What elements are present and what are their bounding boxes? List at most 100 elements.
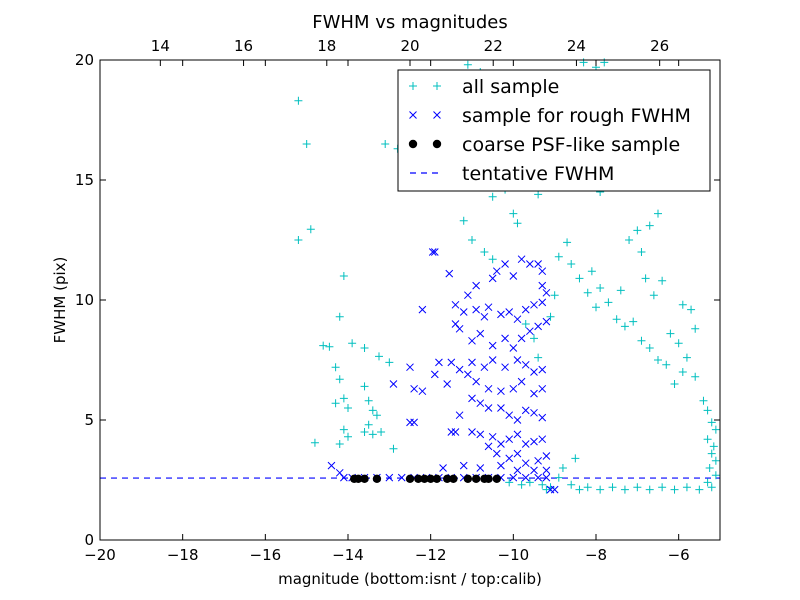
point-plus <box>534 353 543 362</box>
point-plus <box>583 288 592 297</box>
point-plus <box>658 483 667 492</box>
point-x <box>472 281 480 290</box>
point-x <box>526 260 534 268</box>
point-dot <box>405 474 415 483</box>
point-x <box>530 300 538 309</box>
point-x <box>410 418 418 427</box>
point-plus <box>616 286 625 295</box>
point-plus <box>521 320 530 328</box>
point-plus <box>480 248 489 256</box>
point-plus <box>596 284 605 292</box>
point-plus <box>691 372 700 381</box>
point-x <box>521 440 530 448</box>
point-x <box>517 377 526 386</box>
point-plus <box>612 315 621 324</box>
point-plus <box>682 353 691 362</box>
point-x <box>418 305 427 314</box>
x-tick-label: −12 <box>415 546 447 564</box>
point-plus <box>645 344 654 352</box>
point-plus <box>525 478 534 487</box>
point-plus <box>637 336 646 345</box>
point-x <box>513 449 522 458</box>
point-plus <box>360 344 369 352</box>
x-tick-label: −20 <box>84 546 116 564</box>
legend-marker-icon <box>433 111 441 119</box>
point-plus <box>294 236 303 244</box>
point-dot <box>432 474 442 483</box>
series-x <box>327 248 559 494</box>
point-dot <box>354 474 363 483</box>
point-dot <box>484 474 493 483</box>
point-x <box>534 260 542 268</box>
point-x <box>542 473 551 482</box>
point-dot <box>372 474 382 483</box>
point-x <box>530 466 538 475</box>
point-plus <box>513 219 522 228</box>
point-plus <box>534 190 543 199</box>
point-plus <box>649 291 658 300</box>
point-plus <box>711 471 720 480</box>
point-x <box>340 473 348 482</box>
point-plus <box>709 442 718 451</box>
point-plus <box>596 485 605 494</box>
point-x <box>497 461 505 470</box>
point-plus <box>633 483 642 492</box>
point-plus <box>620 322 629 331</box>
point-plus <box>608 483 617 492</box>
point-x <box>550 485 559 494</box>
top-x-tick-label: 14 <box>151 37 170 55</box>
point-x <box>476 399 485 408</box>
point-x <box>538 267 547 276</box>
point-plus <box>699 396 708 405</box>
point-x <box>530 368 538 376</box>
point-plus <box>691 324 700 333</box>
point-x <box>480 363 489 372</box>
point-x <box>439 464 447 472</box>
point-x <box>492 267 501 276</box>
point-plus <box>587 267 596 276</box>
point-x <box>538 384 547 393</box>
point-x <box>505 435 514 444</box>
x-tick-label: −10 <box>498 546 530 564</box>
point-x <box>327 461 336 470</box>
point-x <box>521 406 530 415</box>
point-x <box>497 387 505 396</box>
point-plus <box>654 356 662 364</box>
point-plus <box>563 238 572 247</box>
point-plus <box>641 274 650 283</box>
point-dot <box>426 474 435 483</box>
point-plus <box>705 464 714 472</box>
point-x <box>488 356 497 364</box>
point-x <box>509 344 518 352</box>
point-plus <box>459 216 468 225</box>
point-plus <box>682 483 691 492</box>
point-plus <box>571 454 580 463</box>
legend-label: all sample <box>462 76 559 98</box>
point-x <box>501 260 509 268</box>
top-x-tick-label: 24 <box>567 37 586 55</box>
point-plus <box>703 478 712 487</box>
point-plus <box>670 380 679 388</box>
point-x <box>484 303 493 312</box>
legend: all sample sample for rough FWHM coarse PS… <box>397 69 711 192</box>
point-x <box>521 473 530 482</box>
y-tick-label: 10 <box>75 291 94 309</box>
point-plus <box>488 255 497 264</box>
legend-entry: sample for rough FWHM <box>409 105 691 127</box>
point-plus <box>695 485 704 494</box>
point-plus <box>368 406 377 415</box>
point-x <box>468 394 476 403</box>
point-plus <box>554 252 563 261</box>
point-plus <box>339 394 348 403</box>
plot-area: −20 −18 −16 −14 −12 −10 −8 −6 14 16 18 20 22 24 26 0 5 10… <box>75 37 721 564</box>
point-plus <box>509 209 518 218</box>
legend-marker-icon <box>409 111 417 119</box>
point-plus <box>364 420 373 429</box>
point-x <box>484 404 493 412</box>
point-plus <box>658 276 667 285</box>
point-x <box>517 334 526 343</box>
x-tick-label: −6 <box>668 546 690 564</box>
point-x <box>445 269 454 278</box>
point-x <box>447 358 456 367</box>
